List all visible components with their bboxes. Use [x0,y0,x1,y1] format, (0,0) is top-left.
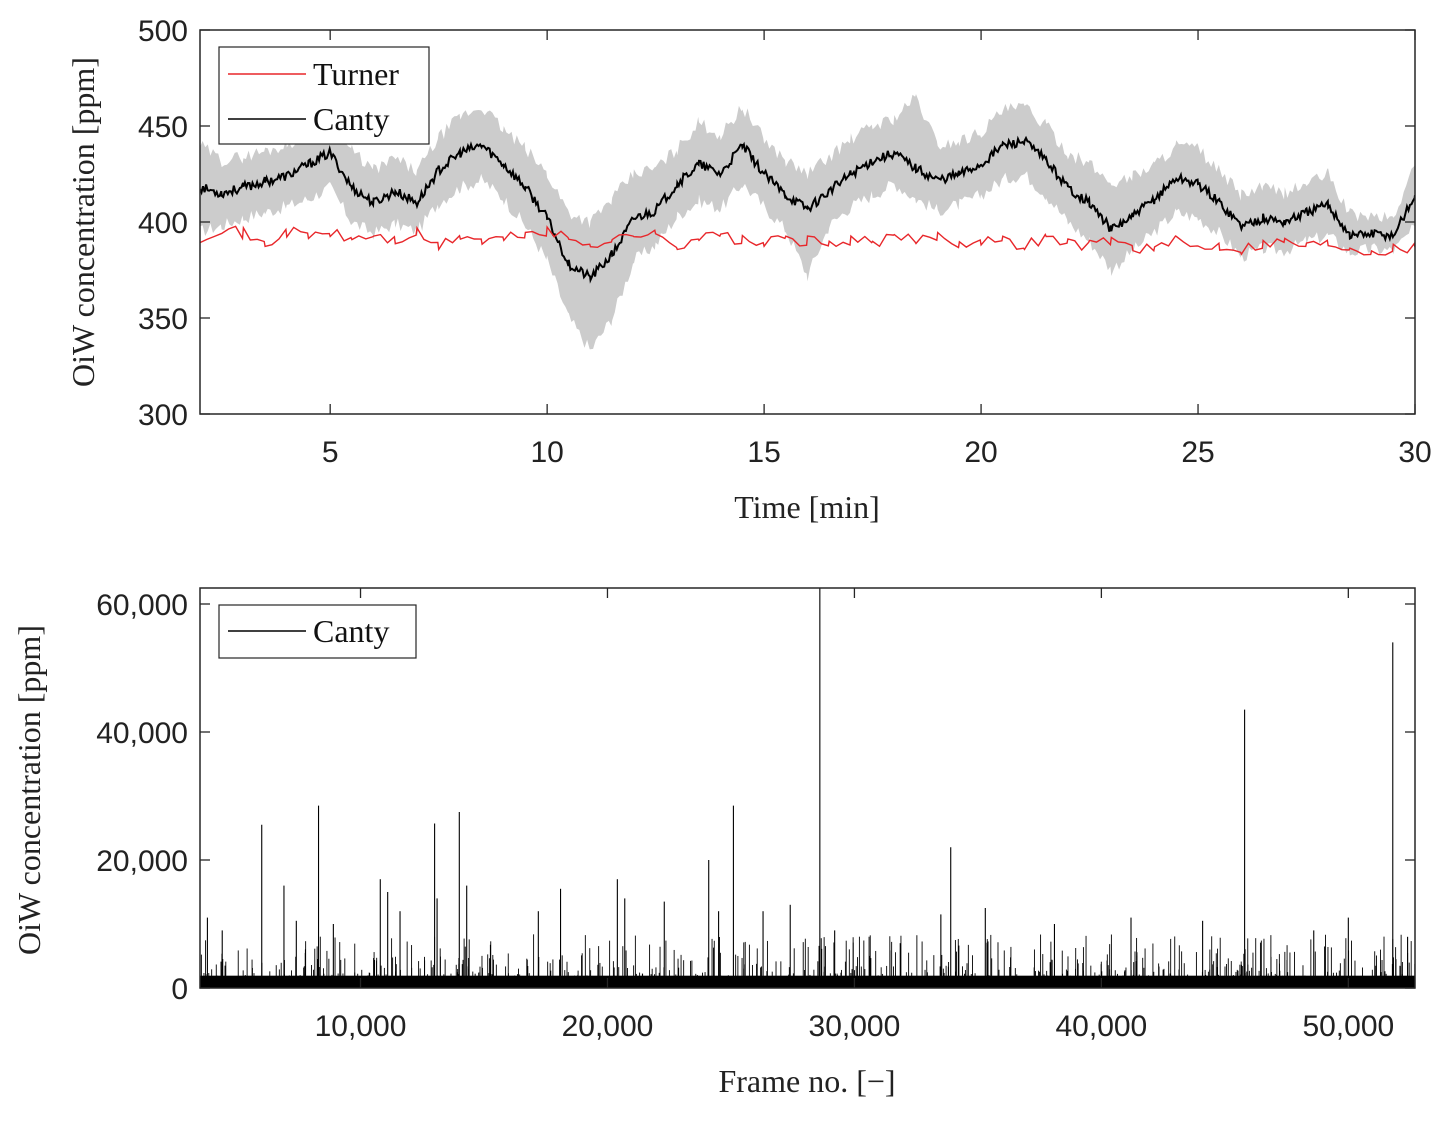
top-y-axis: 300 350 400 450 500 [138,15,1415,432]
canty-spikes [206,588,1409,988]
canty-uncertainty-band [200,94,1415,350]
chart2-y-tick-label: 60,000 [96,589,188,622]
chart2-x-tick-label: 40,000 [1055,1010,1147,1043]
chart2-x-tick-label: 50,000 [1302,1010,1394,1043]
bottom-plot-area [200,588,1415,988]
turner-series-line [200,225,1415,256]
chart1-y-tick-label: 400 [138,207,188,240]
chart1-x-tick-label: 5 [322,436,339,469]
bottom-y-axis: 0 20,000 40,000 60,000 [96,589,1415,1006]
chart1-x-tick-label: 15 [747,436,780,469]
chart2-y-tick-label: 40,000 [96,717,188,750]
top-plot-area [200,94,1415,350]
chart1-x-tick-label: 10 [530,436,563,469]
bottom-x-axis-label: Frame no. [−] [718,1063,895,1099]
chart1-y-tick-label: 450 [138,111,188,144]
bottom-x-axis: 10,000 20,000 30,000 40,000 50,000 [315,588,1394,1043]
chart1-x-tick-label: 25 [1181,436,1214,469]
top-legend-box [218,46,430,145]
bottom-y-axis-label: OiW concentration [ppm] [11,625,47,955]
chart2-y-tick-label: 20,000 [96,845,188,878]
top-legend: Turner Canty [218,46,430,145]
chart1-x-tick-label: 20 [964,436,997,469]
legend-canty-label: Canty [313,101,389,137]
bottom-chart: 10,000 20,000 30,000 40,000 50,000 0 20,000 40… [11,587,1416,1099]
canty-baseline-noise [200,975,1415,988]
chart1-x-tick-label: 30 [1398,436,1431,469]
chart2-x-tick-label: 10,000 [315,1010,407,1043]
chart2-x-tick-label: 30,000 [809,1010,901,1043]
canty-series-line [200,135,1415,284]
chart2-x-tick-label: 20,000 [562,1010,654,1043]
chart2-y-tick-label: 0 [171,973,188,1006]
chart1-y-tick-label: 300 [138,399,188,432]
bottom-plot-frame [199,587,1416,989]
bottom-legend: Canty [218,604,417,659]
top-x-axis: 5 10 15 20 25 30 [322,30,1432,469]
canty-noise-lines [200,934,1415,988]
legend-bottom-canty-label: Canty [313,613,389,649]
chart1-y-tick-label: 500 [138,15,188,48]
top-chart: 5 10 15 20 25 30 300 350 400 450 500 Time [min] O… [65,15,1432,525]
top-y-axis-label: OiW concentration [ppm] [65,57,101,387]
top-x-axis-label: Time [min] [734,489,880,525]
legend-turner-label: Turner [313,56,399,92]
chart1-y-tick-label: 350 [138,303,188,336]
